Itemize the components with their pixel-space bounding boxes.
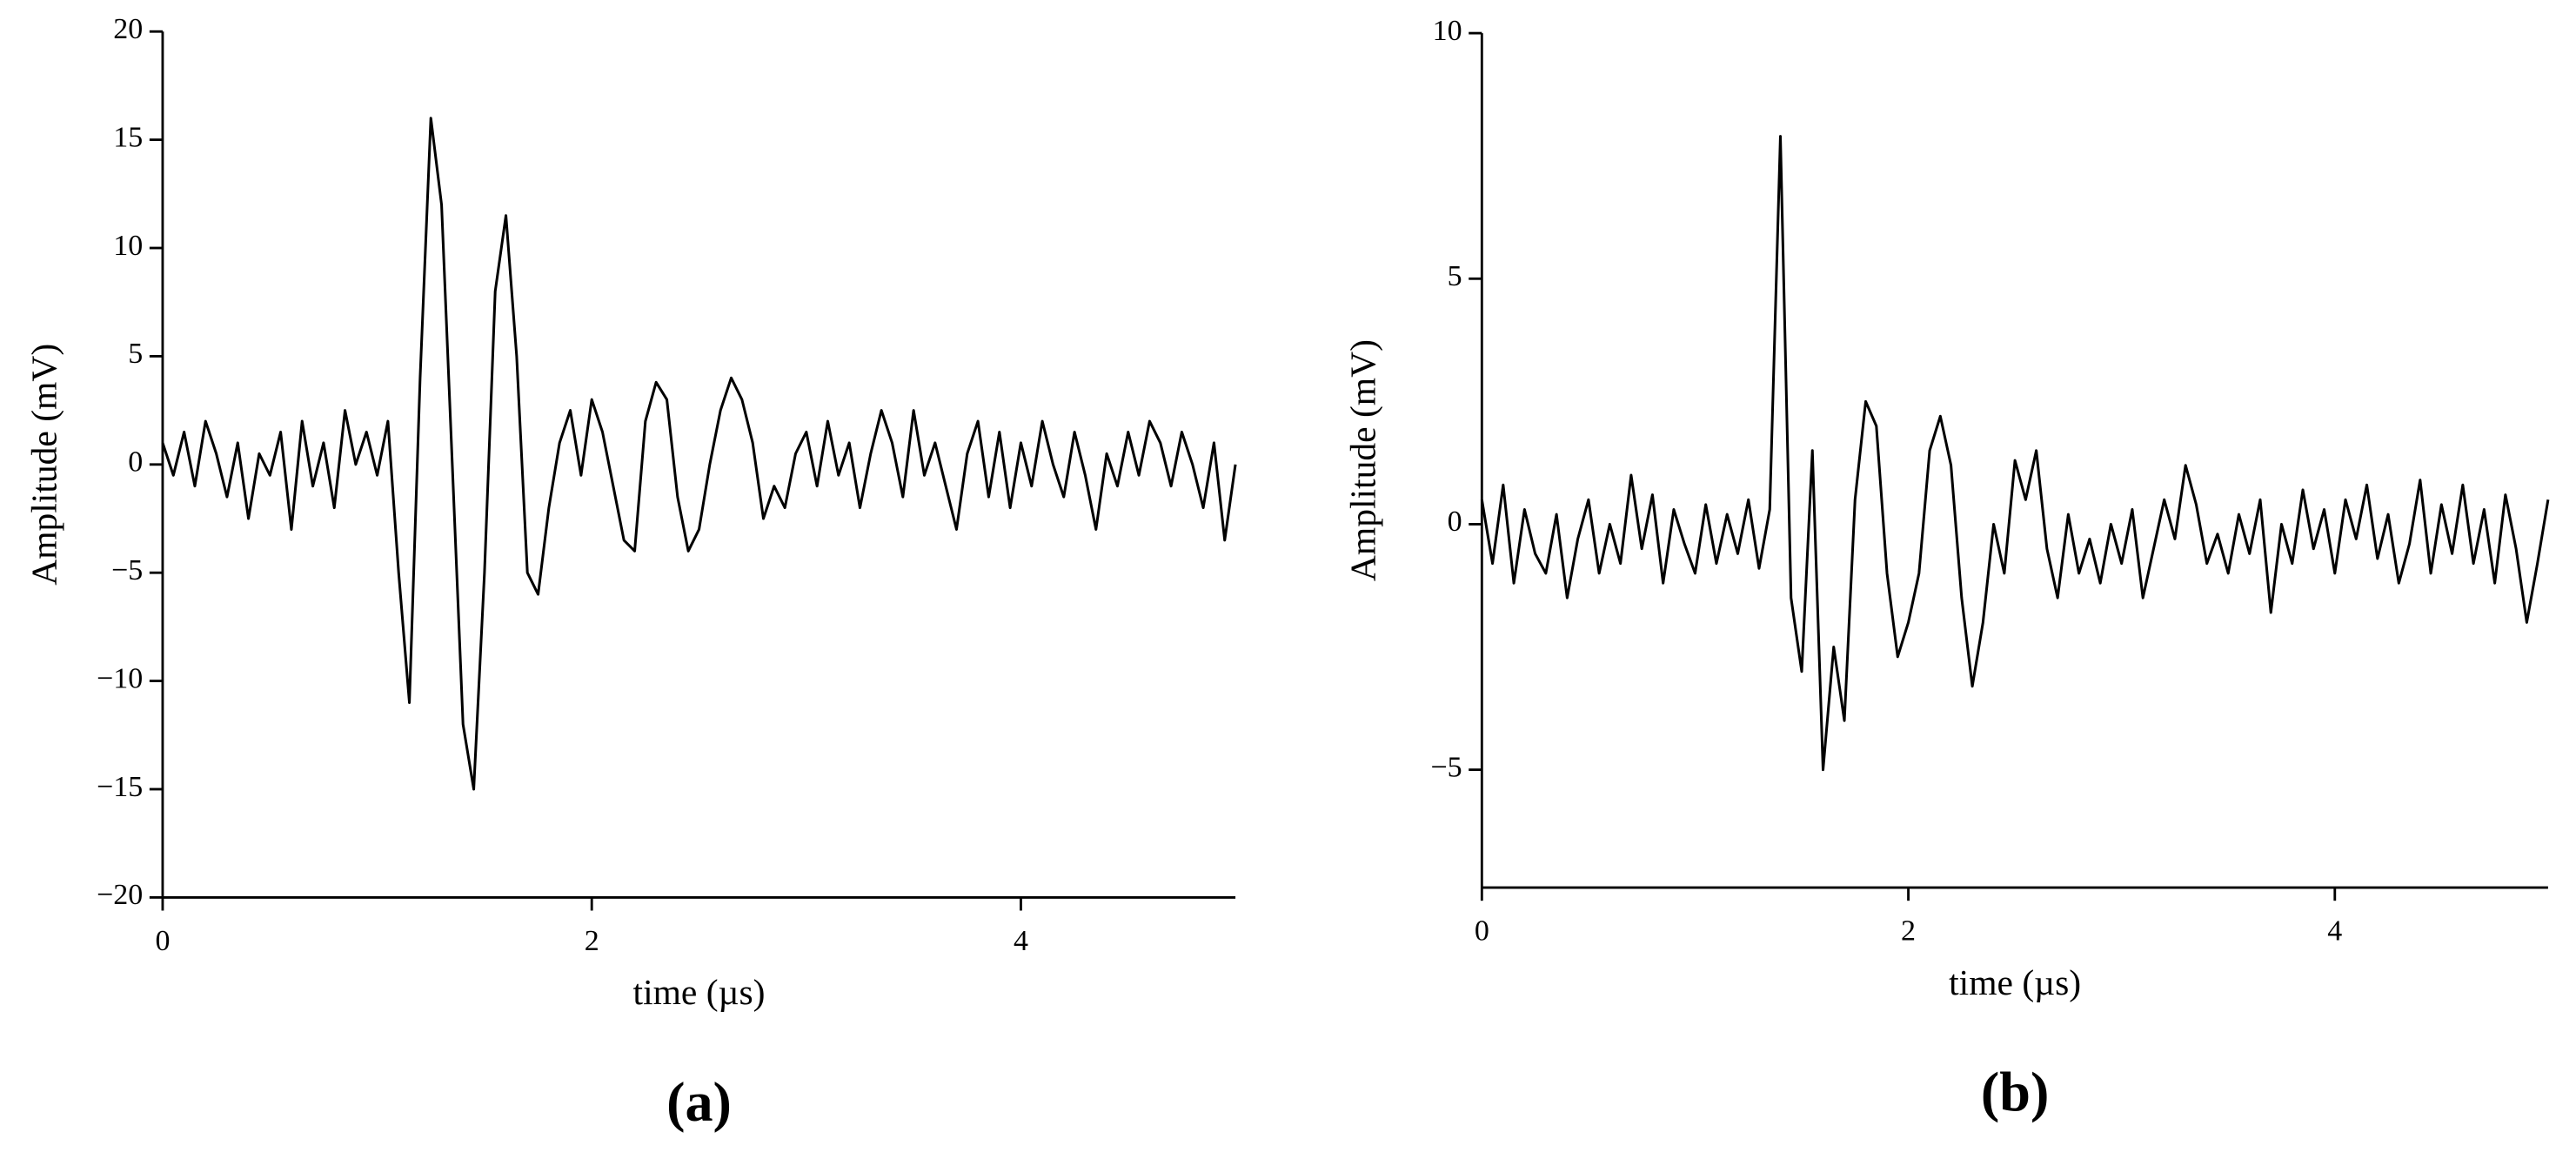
y-tick-label: 15: [113, 121, 143, 153]
y-tick-label: −5: [1430, 751, 1462, 783]
x-tick-label: 4: [1014, 925, 1028, 957]
y-axis-label: Amplitude (mV): [1343, 339, 1384, 581]
y-axis-label: Amplitude (mV): [23, 344, 64, 586]
x-tick-label: 2: [585, 925, 599, 957]
x-axis-label: time (µs): [633, 972, 766, 1013]
signal-line: [1480, 135, 2550, 772]
y-tick-label: 0: [1448, 506, 1462, 538]
y-tick-label: −5: [111, 554, 143, 586]
y-tick-label: 0: [128, 446, 143, 479]
x-tick-label: 0: [155, 925, 170, 957]
y-tick-label: 10: [1433, 15, 1462, 47]
y-tick-label: 20: [113, 13, 143, 45]
x-axis-label: time (µs): [1949, 962, 2081, 1003]
x-tick-label: 2: [1901, 915, 1916, 948]
y-tick-label: 10: [113, 230, 143, 262]
y-tick-label: −15: [97, 771, 143, 803]
panel-label: (a): [666, 1071, 732, 1133]
x-tick-label: 4: [2327, 915, 2342, 948]
signal-line: [161, 117, 1237, 791]
x-tick-label: 0: [1475, 915, 1489, 948]
y-tick-label: 5: [128, 338, 143, 370]
y-tick-label: 5: [1448, 260, 1462, 292]
y-tick-label: −20: [97, 879, 143, 911]
panel-label: (b): [1981, 1062, 2049, 1123]
y-tick-label: −10: [97, 662, 143, 694]
